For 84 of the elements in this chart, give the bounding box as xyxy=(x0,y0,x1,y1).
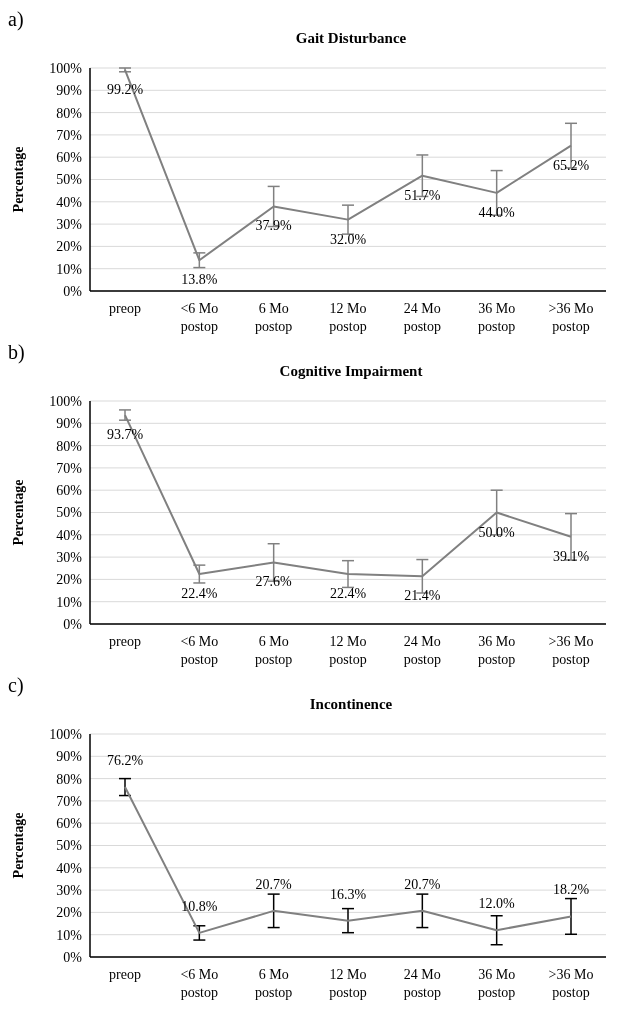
data-label: 16.3% xyxy=(329,886,367,902)
y-axis-title: Percentage xyxy=(10,812,26,879)
x-tick-label: 12 Mo postop xyxy=(329,634,367,667)
y-tick-label: 100% xyxy=(49,393,83,409)
y-tick-label: 60% xyxy=(56,816,83,832)
chart-title: Incontinence xyxy=(308,696,394,713)
x-tick-label: preop xyxy=(109,301,141,316)
data-label: 21.4% xyxy=(404,588,441,604)
data-label: 39.1% xyxy=(552,548,590,564)
data-label: 18.2% xyxy=(552,882,590,898)
x-tick-label: 36 Mo postop xyxy=(477,301,516,334)
data-label: 27.6% xyxy=(255,574,293,590)
y-tick-label: 40% xyxy=(56,860,83,876)
chart-title: Gait Disturbance xyxy=(294,30,408,47)
y-tick-label: 60% xyxy=(56,150,83,166)
text: a) xyxy=(8,8,24,31)
y-tick-label: 30% xyxy=(56,550,83,566)
data-label: 93.7% xyxy=(106,427,144,443)
data-label: 44.0% xyxy=(478,204,516,220)
x-tick-label: 36 Mo postop xyxy=(477,967,516,1000)
y-tick-label: 20% xyxy=(56,572,83,588)
x-tick-label: 6 Mo postop xyxy=(254,634,293,667)
y-tick-label: 70% xyxy=(56,460,83,476)
data-label: 65.2% xyxy=(552,157,590,173)
y-tick-label: 20% xyxy=(56,239,83,255)
text: b) xyxy=(8,341,25,364)
data-label: 37.9% xyxy=(255,218,293,234)
y-tick-label: 50% xyxy=(56,505,83,521)
y-tick-label: 0% xyxy=(63,949,83,965)
data-label: 20.7% xyxy=(255,876,293,892)
x-tick-label: 6 Mo postop xyxy=(254,967,293,1000)
data-label: 32.0% xyxy=(329,231,367,247)
y-tick-label: 0% xyxy=(63,283,83,299)
y-tick-label: 90% xyxy=(56,749,83,765)
x-tick-label: <6 Mo postop xyxy=(180,301,219,334)
data-label: 76.2% xyxy=(106,753,144,769)
y-tick-label: 50% xyxy=(56,838,83,854)
x-tick-label: preop xyxy=(109,967,141,982)
y-tick-label: 70% xyxy=(56,127,83,143)
y-tick-label: 30% xyxy=(56,883,83,899)
x-tick-label: preop xyxy=(109,634,141,649)
y-tick-label: 30% xyxy=(56,217,83,233)
data-label: 99.2% xyxy=(106,81,144,97)
y-tick-label: 90% xyxy=(56,83,83,99)
y-tick-label: 10% xyxy=(56,594,83,610)
y-axis-title: Percentage xyxy=(10,146,26,213)
x-tick-label: <6 Mo postop xyxy=(180,967,219,1000)
data-label: 51.7% xyxy=(404,187,441,203)
x-tick-label: 24 Mo postop xyxy=(403,967,442,1000)
x-tick-label: 12 Mo postop xyxy=(329,967,367,1000)
data-label: 12.0% xyxy=(478,896,516,912)
y-tick-label: 80% xyxy=(56,105,83,121)
data-label: 20.7% xyxy=(404,876,441,892)
y-tick-label: 0% xyxy=(63,616,83,632)
y-tick-label: 100% xyxy=(49,60,83,76)
x-tick-label: >36 Mo postop xyxy=(548,967,594,1000)
data-label: 22.4% xyxy=(181,586,218,602)
y-tick-label: 40% xyxy=(56,194,83,210)
y-tick-label: 80% xyxy=(56,438,83,454)
y-axis-title: Percentage xyxy=(10,479,26,546)
x-tick-label: >36 Mo postop xyxy=(548,634,594,667)
chart-title: Cognitive Impairment xyxy=(278,363,424,380)
x-tick-label: <6 Mo postop xyxy=(180,634,219,667)
y-tick-label: 60% xyxy=(56,483,83,499)
data-label: 10.8% xyxy=(181,898,218,914)
y-tick-label: 100% xyxy=(49,726,83,742)
x-tick-label: >36 Mo postop xyxy=(548,301,594,334)
y-tick-label: 40% xyxy=(56,527,83,543)
data-label: 13.8% xyxy=(181,272,218,288)
y-tick-label: 10% xyxy=(56,261,83,277)
y-tick-label: 50% xyxy=(56,172,83,188)
y-tick-label: 90% xyxy=(56,416,83,432)
x-tick-label: 12 Mo postop xyxy=(329,301,367,334)
x-tick-label: 24 Mo postop xyxy=(403,634,442,667)
x-tick-label: 36 Mo postop xyxy=(477,634,516,667)
y-tick-label: 70% xyxy=(56,793,83,809)
y-tick-label: 80% xyxy=(56,771,83,787)
data-label: 22.4% xyxy=(329,586,367,602)
x-tick-label: 6 Mo postop xyxy=(254,301,293,334)
x-tick-label: 24 Mo postop xyxy=(403,301,442,334)
y-tick-label: 10% xyxy=(56,927,83,943)
y-tick-label: 20% xyxy=(56,905,83,921)
data-label: 50.0% xyxy=(478,524,516,540)
text: c) xyxy=(8,674,24,697)
